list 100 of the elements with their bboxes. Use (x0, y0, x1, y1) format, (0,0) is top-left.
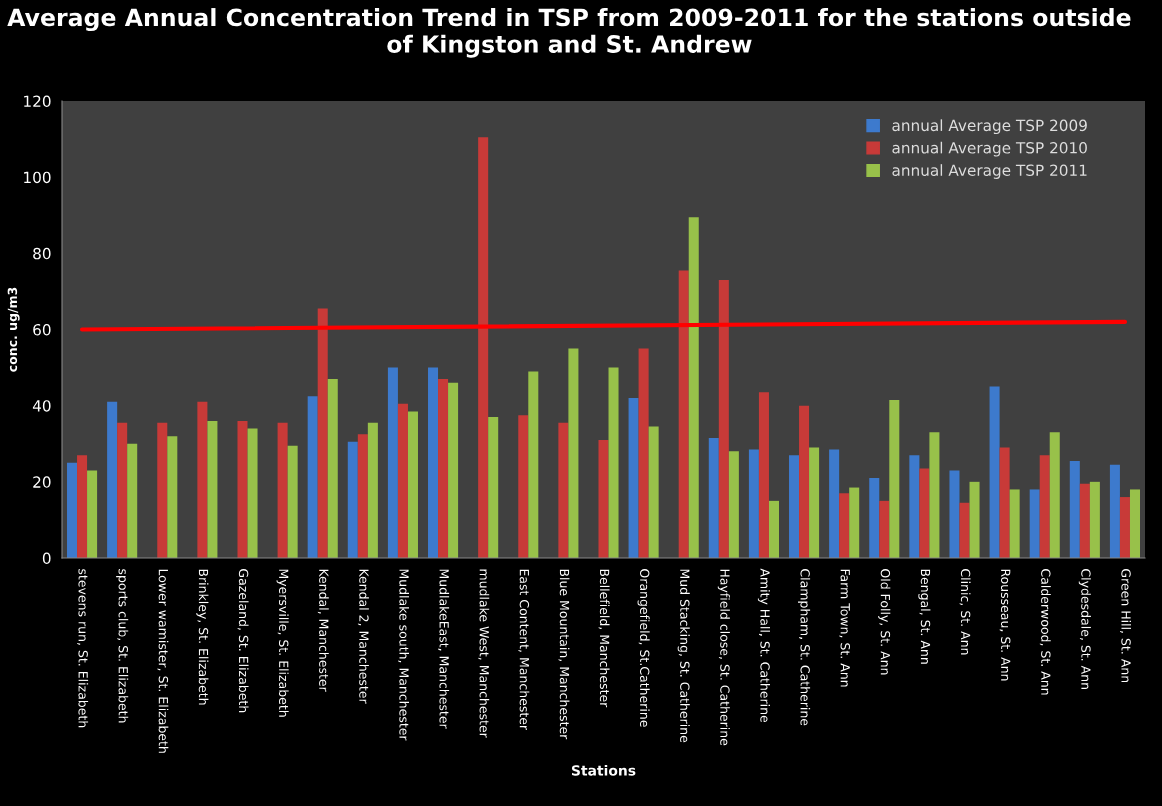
x-tick-label: stevens run, St. Elizabeth (77, 569, 89, 728)
bar (929, 432, 940, 558)
x-tick-label: Calderwood, St. Ann (1039, 569, 1051, 695)
bar (117, 422, 128, 558)
bar (849, 487, 860, 558)
bar (287, 445, 298, 558)
bar (598, 439, 609, 558)
bar (969, 481, 980, 558)
bar (688, 217, 699, 558)
bar (67, 462, 78, 558)
y-tick-label: 40 (32, 400, 51, 412)
bar (1039, 455, 1050, 558)
bar (87, 470, 98, 558)
bar (758, 392, 769, 558)
x-tick-label: Bellefield, Manchester (598, 569, 610, 708)
bar (879, 500, 890, 558)
bar (197, 401, 208, 558)
bar (1079, 483, 1090, 558)
bar (347, 441, 358, 558)
legend-label: annual Average TSP 2009 (892, 119, 1087, 135)
bar (1009, 489, 1020, 558)
bar (107, 401, 118, 558)
legend-label: annual Average TSP 2010 (892, 141, 1087, 157)
bar (568, 348, 579, 558)
x-tick-label: Rousseau, St. Ann (999, 569, 1011, 681)
bar (127, 443, 138, 558)
bar (999, 447, 1010, 558)
y-tick-label: 120 (24, 95, 51, 108)
bar (989, 386, 1000, 558)
bar (829, 449, 840, 558)
bar (1069, 460, 1080, 558)
bar (277, 422, 288, 558)
x-tick-label: East Content, Manchester (518, 569, 530, 731)
bar (247, 428, 258, 558)
bar (307, 396, 318, 558)
bar (959, 502, 970, 558)
bar (317, 308, 328, 558)
x-tick-label: Mud Stacking, St. Catherine (677, 569, 690, 743)
bar (237, 420, 248, 558)
bar (448, 382, 459, 558)
x-tick-label: Mudlake south, Manchester (398, 569, 409, 741)
bar (678, 270, 689, 558)
bar (558, 422, 569, 558)
bar (438, 379, 449, 558)
bar (799, 405, 810, 558)
bar (327, 379, 338, 558)
x-tick-label: sports club, St. Elizabeth (116, 569, 129, 723)
x-tick-label: Lower wamister, St. Elizabeth (157, 569, 169, 753)
bar (919, 468, 930, 558)
x-tick-label: Green Hill, St. Ann (1120, 569, 1131, 683)
x-tick-label: Kendal, Manchester (317, 569, 329, 692)
bar (708, 438, 719, 558)
bar (488, 417, 499, 558)
y-axis-title: conc. ug/m3 (7, 287, 20, 372)
y-tick-label: 0 (42, 552, 51, 565)
y-tick-label: 60 (33, 323, 51, 336)
bar (1049, 432, 1060, 558)
bar (789, 455, 800, 558)
bar (167, 436, 178, 558)
x-tick-label: Myersville, St. Elizabeth (276, 569, 289, 717)
bar (207, 420, 218, 558)
bar (1119, 497, 1130, 558)
bar (1089, 481, 1100, 558)
bar (478, 137, 489, 558)
bar (839, 493, 850, 558)
x-tick-label: Farm Town, St. Ann (839, 569, 850, 687)
x-tick-label: Clinic, St. Ann (959, 569, 971, 655)
x-tick-label: Clydesdale, St. Ann (1078, 569, 1091, 689)
y-tick-label: 80 (33, 247, 51, 260)
bar (728, 451, 739, 558)
bar (718, 279, 729, 558)
x-tick-label: Brinkley, St. Elizabeth (196, 569, 209, 705)
bar (889, 399, 900, 558)
bar (77, 455, 88, 558)
x-axis-title: Stations (571, 764, 636, 776)
bar (397, 403, 408, 558)
bar (157, 422, 168, 558)
bar (809, 447, 820, 558)
bar (528, 371, 539, 558)
bar (949, 470, 960, 558)
y-tick-label: 100 (24, 171, 51, 184)
legend-label: annual Average TSP 2011 (892, 164, 1087, 179)
bar (638, 348, 649, 558)
bar (1029, 489, 1040, 558)
x-tick-label: Kendal 2, Manchester (357, 569, 369, 704)
x-tick-label: Clampham, St. Catherine (798, 569, 811, 726)
x-tick-label: Old Folly, St. Ann (878, 569, 891, 675)
bar (628, 398, 639, 558)
x-tick-label: Hayfield close, St. Catherine (717, 569, 730, 746)
bar (518, 415, 529, 558)
bar (869, 478, 880, 558)
bar (1109, 464, 1120, 558)
bar (748, 449, 759, 558)
bar (387, 367, 398, 558)
y-tick-label: 20 (33, 476, 51, 488)
x-tick-label: Bengal, St. Ann (918, 569, 931, 664)
chart-title: Average Annual Concentration Trend in TSP from 2009-2011 for the stations outside of Kingston and St. Andrew (7, 8, 1131, 58)
bar (909, 455, 920, 558)
x-tick-label: Gazeland, St. Elizabeth (237, 569, 249, 713)
bar (608, 367, 619, 558)
